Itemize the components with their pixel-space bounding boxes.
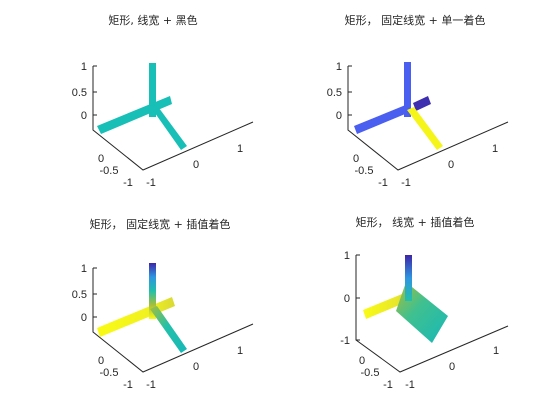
subplot-1-z-tick-1: 1 (81, 61, 87, 73)
subplot-2-horizontal-strip-back (413, 96, 431, 111)
subplot-2: 矩形， 固定线宽 + 单一着色 1 0.5 0 0 -0.5 -1 -1 0 1 (327, 13, 509, 189)
subplot-4-z-tick-1: 1 (344, 250, 350, 262)
subplot-4-y-tick-2: -0.5 (361, 367, 380, 379)
subplot-4-z-tick-3: -1 (340, 335, 350, 347)
subplot-3-title: 矩形， 固定线宽 + 插值着色 (90, 217, 231, 231)
subplot-2-x-tick-2: 0 (448, 159, 454, 171)
subplot-1-z-tick-3: 0 (81, 110, 87, 122)
subplot-3-vertical-strip (149, 263, 156, 319)
subplot-1-x-tick-2: 0 (193, 159, 199, 171)
subplot-2-y-tick-2: -0.5 (355, 165, 374, 177)
subplot-2-title: 矩形， 固定线宽 + 单一着色 (345, 13, 486, 27)
subplot-1-axis-lines (92, 66, 254, 171)
subplot-1-patches (97, 63, 187, 150)
subplot-4-axes (355, 254, 509, 373)
subplot-3-z-tick-1: 1 (81, 263, 87, 275)
subplot-4-patches (363, 255, 448, 343)
subplot-3-patches (97, 263, 187, 353)
subplot-4-y-tick-1: 0 (359, 355, 365, 367)
subplot-1-axes (92, 65, 254, 171)
subplot-4: 矩形， 线宽 + 插值着色 1 0 -1 0 -0.5 -1 -1 0 1 (340, 215, 509, 391)
subplot-3-z-tick-3: 0 (81, 312, 87, 324)
subplot-3-axis-lines (92, 268, 254, 373)
subplot-1-x-tick-1: -1 (146, 177, 156, 189)
subplot-4-vertical-strip (405, 255, 412, 301)
subplot-2-diagonal-strip (407, 107, 443, 150)
subplot-3-y-tick-1: 0 (98, 355, 104, 367)
subplot-4-y-tick-3: -1 (383, 379, 393, 391)
subplot-3-x-tick-3: 1 (237, 345, 243, 357)
subplot-4-tilted-plane (396, 285, 448, 343)
subplot-2-vertical-strip (404, 62, 411, 117)
subplot-3-z-tick-2: 0.5 (72, 289, 87, 301)
subplot-3-x-tick-1: -1 (146, 379, 156, 391)
subplot-3-y-tick-2: -0.5 (100, 367, 119, 379)
subplot-3-diagonal-strip (150, 306, 187, 353)
subplot-2-x-tick-1: -1 (401, 177, 411, 189)
subplot-3-y-tick-3: -1 (123, 379, 133, 391)
subplot-1-x-tick-3: 1 (237, 143, 243, 155)
subplot-2-y-tick-1: 0 (353, 153, 359, 165)
subplot-2-z-tick-3: 0 (336, 110, 342, 122)
subplot-2-axis-lines (347, 66, 509, 171)
subplot-1-title: 矩形, 线宽 + 黑色 (108, 13, 197, 27)
subplot-1-y-tick-3: -1 (123, 177, 133, 189)
subplot-4-horizontal-strip (363, 292, 409, 319)
subplot-3: 矩形， 固定线宽 + 插值着色 1 0.5 0 0 -0.5 -1 -1 0 1 (72, 217, 254, 391)
subplot-2-z-tick-1: 1 (336, 61, 342, 73)
subplot-4-title: 矩形， 线宽 + 插值着色 (356, 215, 475, 229)
subplot-4-x-tick-3: 1 (493, 345, 499, 357)
subplot-2-x-tick-3: 1 (492, 143, 498, 155)
subplot-2-horizontal-strip-front (354, 104, 410, 134)
subplot-2-y-tick-3: -1 (378, 177, 388, 189)
subplot-1-y-tick-2: -0.5 (100, 165, 119, 177)
subplot-4-z-tick-2: 0 (344, 293, 350, 305)
subplot-2-patches (354, 62, 443, 150)
subplot-3-axes (92, 267, 254, 373)
subplot-4-x-tick-2: 0 (449, 361, 455, 373)
subplot-3-x-tick-2: 0 (193, 361, 199, 373)
subplot-1-diagonal-strip (150, 104, 187, 150)
subplot-2-axes (347, 65, 509, 171)
subplot-1-y-tick-1: 0 (98, 153, 104, 165)
subplot-1-z-tick-2: 0.5 (72, 87, 87, 99)
subplot-2-z-tick-2: 0.5 (327, 87, 342, 99)
subplot-1: 矩形, 线宽 + 黑色 1 0.5 0 0 -0.5 -1 -1 0 1 (72, 13, 254, 189)
subplot-4-x-tick-1: -1 (405, 379, 415, 391)
